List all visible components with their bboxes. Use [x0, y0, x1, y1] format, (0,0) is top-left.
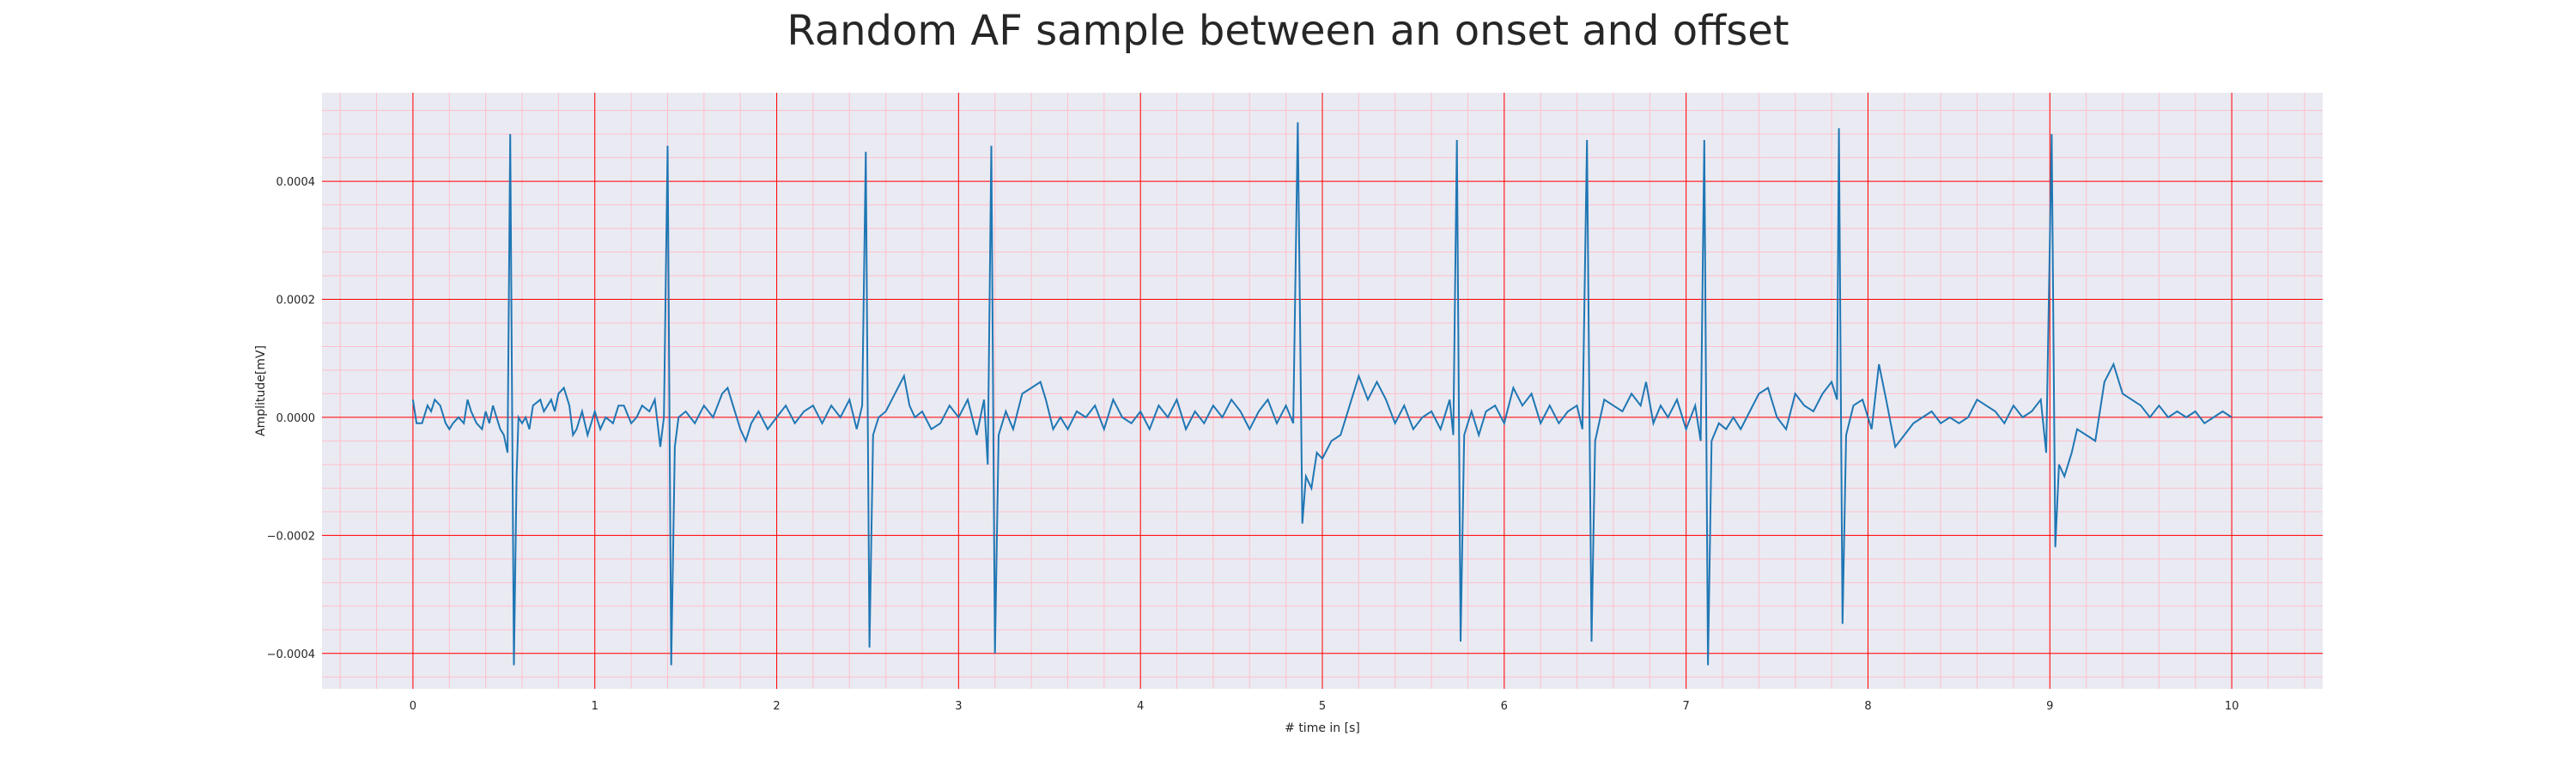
x-tick-label: 9	[2046, 700, 2053, 713]
x-axis: 0 1 2 3 4 5 6 7 8 9 10	[410, 700, 2239, 713]
ecg-series-line	[411, 122, 2233, 666]
y-tick-label: 0.0000	[276, 412, 316, 425]
chart-title: Random AF sample between an onset and of…	[787, 7, 1789, 55]
y-tick-label: −0.0004	[267, 648, 315, 661]
major-grid	[322, 93, 2323, 689]
x-tick-label: 0	[410, 700, 416, 713]
y-tick-label: −0.0002	[267, 530, 315, 543]
x-tick-label: 7	[1682, 700, 1689, 713]
x-tick-label: 1	[592, 700, 598, 713]
x-axis-label: # time in [s]	[1285, 721, 1360, 735]
x-tick-label: 2	[773, 700, 780, 713]
y-axis-label: Amplitude[mV]	[254, 345, 268, 436]
y-tick-label: 0.0004	[276, 176, 316, 189]
x-tick-label: 10	[2225, 700, 2239, 713]
x-tick-label: 3	[955, 700, 962, 713]
x-tick-label: 8	[1864, 700, 1871, 713]
x-tick-label: 6	[1501, 700, 1508, 713]
y-axis: −0.0004 −0.0002 0.0000 0.0002 0.0004	[267, 176, 315, 661]
y-tick-label: 0.0002	[276, 294, 316, 307]
x-tick-label: 4	[1137, 700, 1144, 713]
x-tick-label: 5	[1319, 700, 1326, 713]
